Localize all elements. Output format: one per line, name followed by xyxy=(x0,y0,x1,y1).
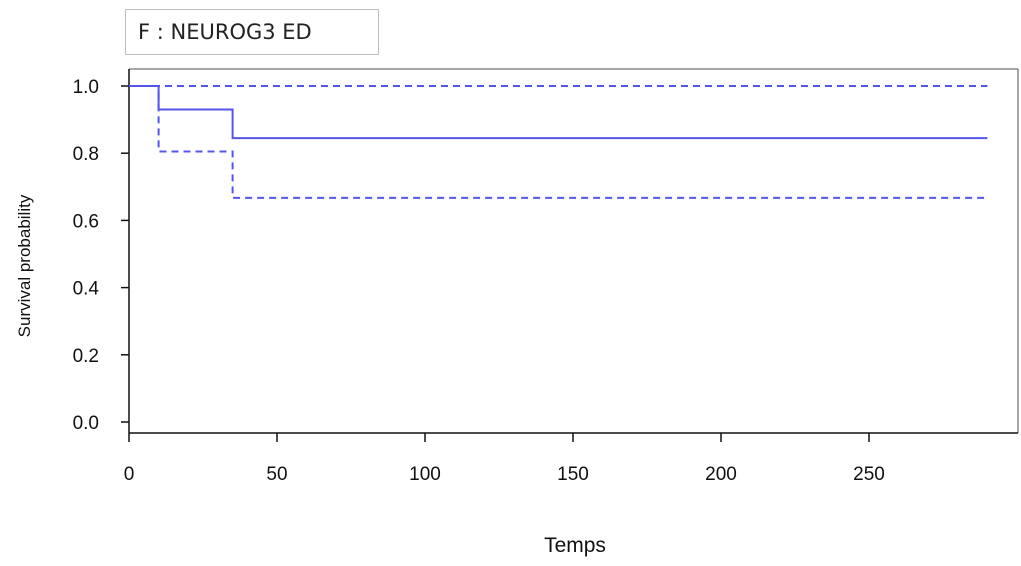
x-tick-label: 150 xyxy=(557,464,589,485)
y-axis: 0.0 0.2 0.4 0.6 0.8 1.0 xyxy=(73,77,129,434)
x-tick-label: 200 xyxy=(705,464,737,485)
y-tick-label: 1.0 xyxy=(73,77,99,98)
y-axis-title: Survival probability xyxy=(15,194,34,337)
x-axis: 0 50 100 150 200 250 xyxy=(124,433,885,485)
panel-label: F : NEUROG3 ED xyxy=(125,9,379,55)
x-tick-label: 0 xyxy=(124,464,135,485)
series-layer xyxy=(129,85,988,199)
x-tick-label: 50 xyxy=(266,464,287,485)
confidence-band-line-1 xyxy=(129,85,988,199)
x-tick-label: 250 xyxy=(853,464,885,485)
plot-frame xyxy=(128,68,1019,434)
x-axis-title: Temps xyxy=(544,534,606,557)
y-tick-label: 0.2 xyxy=(73,346,99,367)
y-tick-label: 0.8 xyxy=(73,144,99,165)
y-tick-label: 0.0 xyxy=(73,413,99,434)
x-tick-label: 100 xyxy=(409,464,441,485)
y-tick-label: 0.4 xyxy=(73,279,100,300)
y-tick-label: 0.6 xyxy=(73,211,99,232)
survival-curve xyxy=(129,85,988,140)
